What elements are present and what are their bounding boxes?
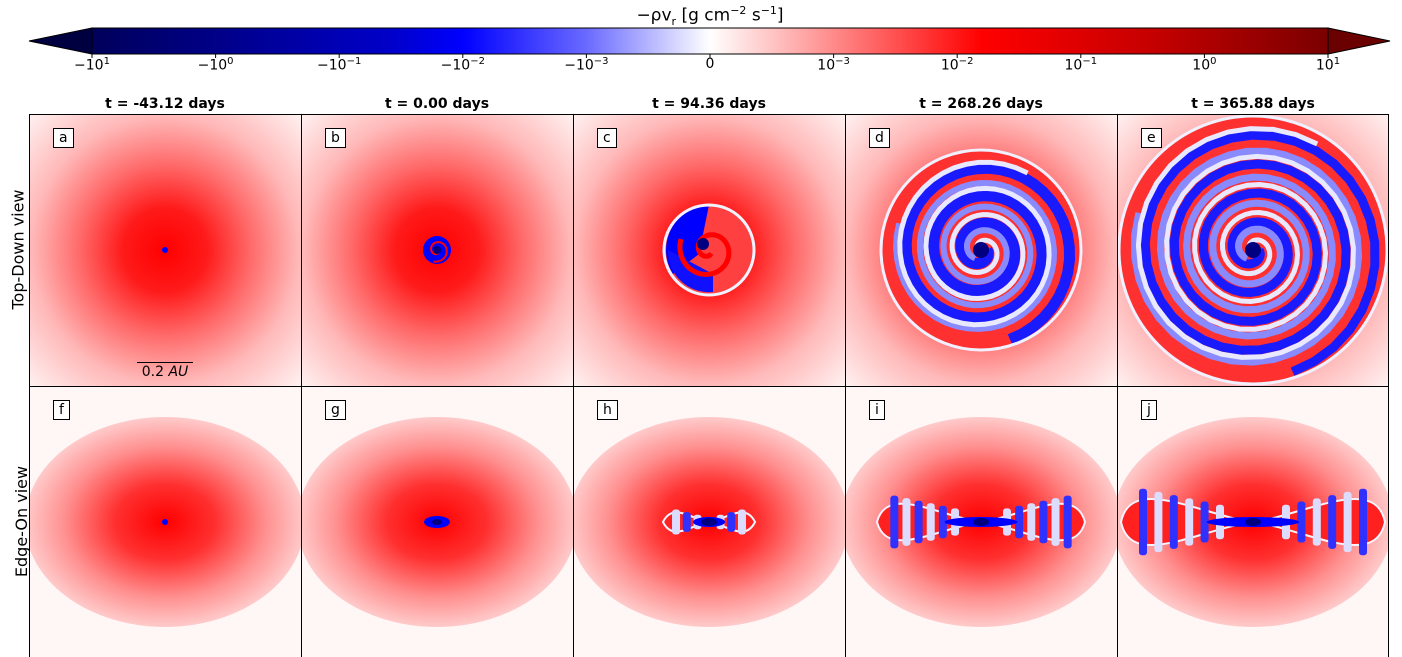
panel-f: f xyxy=(29,386,301,657)
row-label-top-down: Top-Down view xyxy=(8,189,28,310)
colorbar-tick-label: −10−2 xyxy=(440,56,485,74)
panel-letter: c xyxy=(597,128,617,148)
simulation-image xyxy=(29,386,301,657)
simulation-image xyxy=(1117,114,1389,386)
panel-g: g xyxy=(301,386,573,657)
panel-letter: d xyxy=(869,128,890,148)
panel-title: t = 268.26 days xyxy=(919,96,1043,112)
panel-letter: h xyxy=(597,400,618,420)
panel-i: i xyxy=(845,386,1117,657)
colorbar-gradient xyxy=(91,27,1329,55)
panel-a: a 0.2 AU xyxy=(29,114,301,386)
panel-letter: i xyxy=(869,400,885,420)
panel-j: j xyxy=(1117,386,1389,657)
colorbar-tick-label: 101 xyxy=(1315,56,1341,74)
colorbar-tick-label: −10−3 xyxy=(564,56,609,74)
colorbar-extend-low xyxy=(28,27,93,55)
simulation-image xyxy=(1117,386,1389,657)
colorbar-tick-label: 10−3 xyxy=(817,56,850,74)
panel-title: t = 94.36 days xyxy=(652,96,766,112)
panel-letter: j xyxy=(1141,400,1157,420)
simulation-image xyxy=(573,386,845,657)
scale-bar-unit: AU xyxy=(168,364,189,380)
scale-bar-value: 0.2 xyxy=(141,364,164,380)
simulation-image xyxy=(845,114,1117,386)
panel-e: e xyxy=(1117,114,1389,386)
column-divider xyxy=(301,114,302,657)
colorbar-tick-label: 100 xyxy=(1192,56,1217,74)
simulation-image xyxy=(29,114,301,386)
colorbar-tick-label: 0 xyxy=(705,56,715,72)
simulation-image xyxy=(573,114,845,386)
simulation-image xyxy=(301,386,573,657)
simulation-image xyxy=(301,114,573,386)
panel-letter: e xyxy=(1141,128,1162,148)
column-divider xyxy=(573,114,574,657)
panel-letter: b xyxy=(325,128,346,148)
colorbar-tick-label: 10−2 xyxy=(940,56,974,74)
simulation-image xyxy=(845,386,1117,657)
panel-title: t = 365.88 days xyxy=(1191,96,1315,112)
colorbar-tick-label: −10−1 xyxy=(317,56,362,74)
scale-bar: 0.2 AU xyxy=(137,362,193,380)
panel-letter: f xyxy=(53,400,70,420)
panel-d: d xyxy=(845,114,1117,386)
panel-h: h xyxy=(573,386,845,657)
panel-letter: g xyxy=(325,400,346,420)
panel-title: t = 0.00 days xyxy=(384,96,490,112)
colorbar-extend-high xyxy=(1327,27,1391,55)
column-divider xyxy=(845,114,846,657)
colorbar-tick-label: −101 xyxy=(74,56,110,74)
panel-letter: a xyxy=(53,128,74,148)
colorbar xyxy=(28,27,1391,58)
colorbar-tick-label: −100 xyxy=(197,56,234,74)
row-divider xyxy=(29,386,1389,387)
colorbar-tick-label: 10−1 xyxy=(1064,56,1098,74)
panel-c: c xyxy=(573,114,845,386)
colorbar-title: −ρvr [g cm−2 s−1] xyxy=(636,4,784,29)
panel-b: b xyxy=(301,114,573,386)
panel-title: t = -43.12 days xyxy=(105,96,225,112)
column-divider xyxy=(1117,114,1118,657)
